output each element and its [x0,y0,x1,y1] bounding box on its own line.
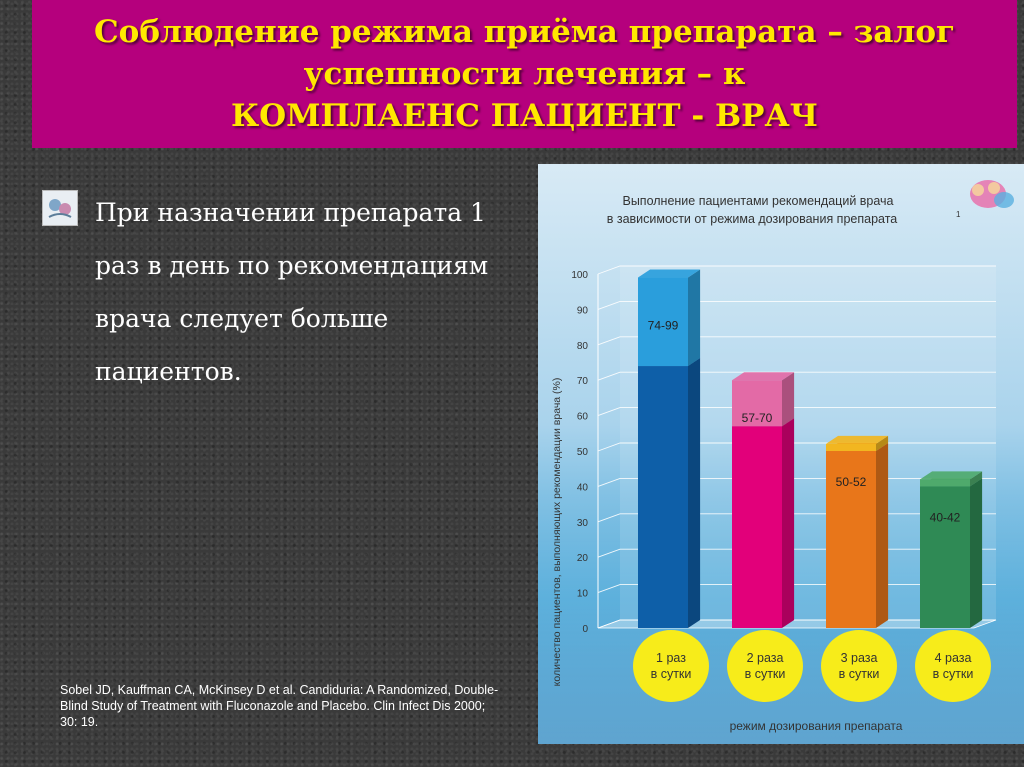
gridline [597,300,996,310]
bar-range-label: 74-99 [648,319,679,333]
category-label: 4 раза [935,651,972,665]
y-tick-label: 0 [582,624,588,635]
x-axis-label: режим дозирования препарата [730,719,903,733]
chart-title-line-1: Выполнение пациентами рекомендаций врача [622,194,893,208]
compliance-bar-chart: Выполнение пациентами рекомендаций врача… [538,164,1024,744]
reference-citation: Sobel JD, Kauffman CA, McKinsey D et al.… [60,683,499,729]
category-label: в сутки [933,667,974,681]
y-tick-label: 100 [571,270,588,281]
category-label: в сутки [651,667,692,681]
category-label: 2 раза [747,651,784,665]
bar-range-segment [638,269,701,367]
chart-title-superscript: 1 [956,210,961,219]
bar-low-segment [826,443,889,628]
bar-range-label: 57-70 [742,411,773,425]
y-tick-label: 20 [577,553,589,564]
bar-low-segment [920,478,983,628]
category-label: в сутки [839,667,880,681]
category-badge: 4 раза в сутки [915,630,991,702]
bullet-text: При назначении препарата 1 раз в день по… [95,198,489,386]
bar-range-segment [732,372,795,427]
slide-title-line-1: Соблюдение режима приёма препарата – зал… [93,14,956,50]
y-tick-label: 40 [577,482,589,493]
bullet-icon [42,190,78,226]
title-bar: Соблюдение режима приёма препарата – зал… [32,0,1017,148]
y-axis-label: количество пациентов, выполняющих рекоме… [551,378,563,687]
y-tick-label: 50 [577,447,589,458]
bar-range-segment [826,435,889,451]
bar-low-segment [732,418,795,628]
chart-title-line-2: в зависимости от режима дозирования преп… [607,212,898,226]
slide-title-line-2: успешности лечения – к [303,56,746,92]
decorative-figures-icon [970,180,1014,208]
bar-range-segment [920,471,983,487]
y-tick-label: 90 [577,305,589,316]
bar-range-label: 40-42 [930,510,961,524]
gridline [597,407,996,417]
gridline [597,371,996,381]
y-tick-label: 80 [577,341,589,352]
category-label: 3 раза [841,651,878,665]
y-tick-label: 10 [577,589,589,600]
slide-title-line-3: КОМПЛАЕНС ПАЦИЕНТ - ВРАЧ [230,98,819,134]
gridline [597,265,996,275]
chart-panel: Выполнение пациентами рекомендаций врача… [538,164,1024,744]
category-badge: 2 раза в сутки [727,630,803,702]
y-tick-label: 60 [577,412,589,423]
gridline [597,336,996,346]
bar-range-label: 50-52 [836,475,867,489]
y-tick-label: 70 [577,376,589,387]
category-label: 1 раз [656,651,686,665]
y-tick-label: 30 [577,518,589,529]
category-label: в сутки [745,667,786,681]
category-badge: 3 раза в сутки [821,630,897,702]
bar-low-segment [638,358,701,628]
category-badge: 1 раз в сутки [633,630,709,702]
